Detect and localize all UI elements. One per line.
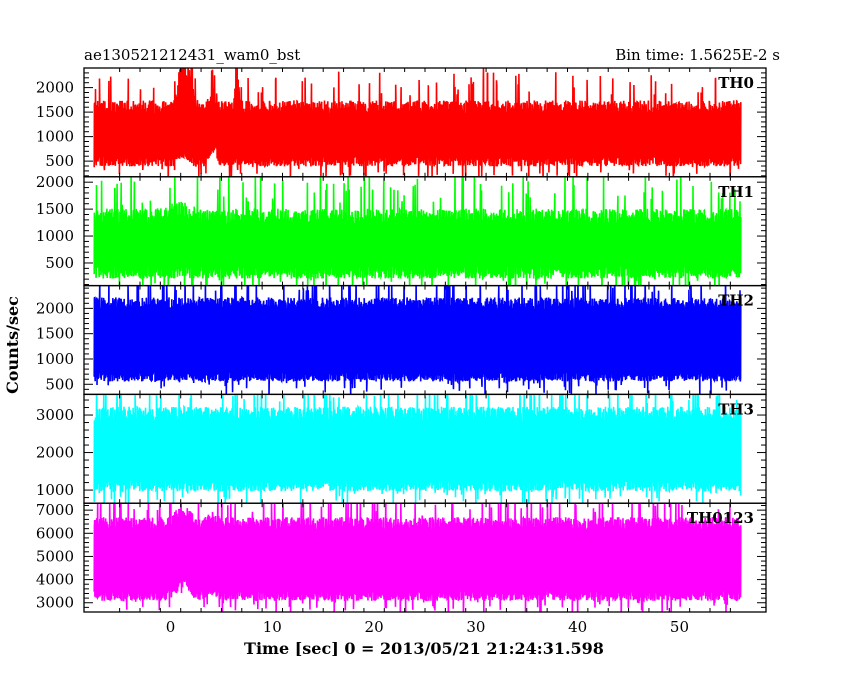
series-th2	[93, 285, 742, 395]
y-tick-label: 5000	[36, 547, 74, 565]
y-tick-label: 2000	[36, 173, 74, 191]
y-tick-label: 1500	[36, 200, 74, 218]
y-tick-label: 4000	[36, 571, 74, 589]
y-tick-label: 2000	[36, 444, 74, 462]
series-th0123	[93, 503, 742, 613]
y-tick-label: 1000	[36, 128, 74, 146]
y-tick-label: 500	[45, 375, 74, 393]
chart-title: ae130521212431_wam0_bst	[84, 46, 300, 64]
panel-th3: 1000 2000 3000 TH3	[36, 393, 767, 504]
y-tick-label: 3000	[36, 406, 74, 424]
panel-name-label: TH3	[718, 400, 754, 418]
series-th0	[93, 68, 742, 177]
x-tick-label: 40	[568, 618, 587, 636]
y-tick-label: 1500	[36, 325, 74, 343]
series-th1	[93, 176, 742, 286]
series-th3	[93, 394, 742, 504]
y-tick-label: 2000	[36, 299, 74, 317]
y-tick-label: 7000	[36, 501, 74, 519]
panel-th2: 500 1000 1500 2000 TH2	[36, 284, 767, 396]
x-tick-label: 50	[670, 618, 689, 636]
bin-time-label: Bin time: 1.5625E-2 s	[615, 46, 780, 64]
y-tick-label: 3000	[36, 594, 74, 612]
x-tick-label: 0	[166, 618, 176, 636]
y-tick-label: 1000	[36, 481, 74, 499]
panel-th1: 500 1000 1500 2000 TH1	[36, 173, 767, 287]
x-tick-label: 20	[365, 618, 384, 636]
x-tick-label: 10	[263, 618, 282, 636]
y-tick-label: 500	[45, 152, 74, 170]
y-tick-label: 1000	[36, 227, 74, 245]
x-axis-label: Time [sec] 0 = 2013/05/21 21:24:31.598	[244, 639, 604, 658]
panel-name-label: TH0	[718, 74, 754, 92]
x-axis: 0 10 20 30 40 50	[166, 618, 689, 636]
x-tick-label: 30	[466, 618, 485, 636]
y-tick-label: 1500	[36, 103, 74, 121]
y-tick-label: 2000	[36, 79, 74, 97]
y-axis-label: Counts/sec	[3, 296, 22, 394]
panel-th0123: 3000 4000 5000 6000 7000 TH0123	[36, 501, 767, 613]
y-tick-label: 1000	[36, 350, 74, 368]
panel-name-label: TH2	[718, 292, 754, 310]
y-tick-label: 500	[45, 254, 74, 272]
panel-name-label: TH1	[718, 183, 754, 201]
panel-name-label: TH0123	[687, 509, 754, 527]
y-tick-label: 6000	[36, 524, 74, 542]
